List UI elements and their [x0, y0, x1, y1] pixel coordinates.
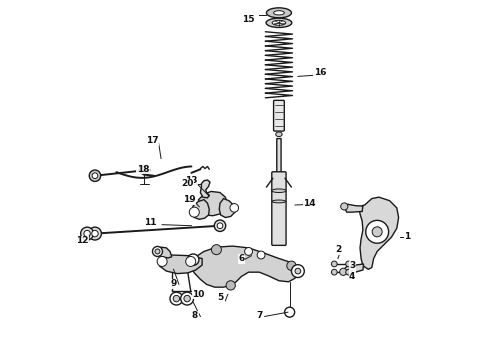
Circle shape — [366, 220, 389, 243]
Ellipse shape — [272, 20, 286, 25]
Circle shape — [173, 296, 180, 302]
Circle shape — [186, 256, 196, 266]
Polygon shape — [192, 200, 209, 219]
Circle shape — [217, 223, 223, 229]
Ellipse shape — [139, 166, 149, 174]
FancyBboxPatch shape — [277, 139, 281, 173]
Text: 7: 7 — [256, 311, 263, 320]
Polygon shape — [191, 246, 298, 287]
Polygon shape — [344, 204, 363, 212]
Text: 5: 5 — [217, 293, 223, 302]
Text: 18: 18 — [137, 165, 149, 174]
Circle shape — [257, 251, 265, 259]
Ellipse shape — [272, 200, 286, 203]
Circle shape — [331, 261, 337, 267]
Text: 8: 8 — [192, 311, 198, 320]
Circle shape — [245, 248, 252, 255]
Text: 2: 2 — [335, 245, 341, 254]
Circle shape — [92, 173, 98, 179]
Circle shape — [89, 227, 101, 240]
FancyBboxPatch shape — [273, 100, 284, 131]
Text: 15: 15 — [243, 15, 255, 24]
Circle shape — [346, 261, 351, 267]
Text: 4: 4 — [349, 272, 355, 281]
Circle shape — [292, 265, 304, 278]
Polygon shape — [343, 264, 364, 274]
Text: 17: 17 — [146, 136, 158, 145]
Polygon shape — [200, 180, 210, 198]
Circle shape — [341, 203, 348, 210]
Circle shape — [230, 203, 239, 212]
Circle shape — [155, 249, 160, 254]
Ellipse shape — [273, 11, 284, 15]
Circle shape — [372, 227, 382, 237]
Circle shape — [170, 292, 183, 305]
Circle shape — [184, 296, 190, 302]
Text: 6: 6 — [238, 254, 245, 263]
Text: 11: 11 — [144, 219, 157, 228]
Circle shape — [211, 245, 221, 255]
Circle shape — [346, 269, 351, 275]
Circle shape — [189, 207, 199, 217]
Circle shape — [285, 307, 294, 317]
Text: 1: 1 — [404, 232, 411, 241]
Text: 14: 14 — [303, 199, 316, 208]
Circle shape — [188, 254, 199, 265]
Circle shape — [157, 256, 167, 266]
Text: 12: 12 — [76, 236, 89, 245]
Ellipse shape — [142, 168, 147, 172]
Polygon shape — [220, 199, 235, 217]
Ellipse shape — [276, 132, 282, 136]
Circle shape — [287, 261, 296, 270]
Text: 10: 10 — [193, 290, 205, 299]
Ellipse shape — [267, 8, 292, 18]
Text: 20: 20 — [182, 179, 194, 188]
Circle shape — [340, 268, 347, 275]
Circle shape — [295, 268, 301, 274]
Circle shape — [226, 281, 235, 290]
Polygon shape — [198, 192, 227, 216]
Text: 13: 13 — [185, 176, 197, 185]
Text: 9: 9 — [171, 279, 177, 288]
Polygon shape — [359, 197, 398, 269]
Text: 3: 3 — [349, 261, 355, 270]
Polygon shape — [157, 247, 172, 258]
Circle shape — [214, 220, 226, 231]
Circle shape — [89, 170, 100, 181]
FancyBboxPatch shape — [272, 172, 286, 246]
Circle shape — [331, 269, 337, 275]
Circle shape — [181, 292, 194, 305]
Ellipse shape — [272, 189, 286, 193]
Text: 16: 16 — [314, 68, 326, 77]
Circle shape — [84, 230, 90, 237]
Circle shape — [152, 247, 163, 256]
Text: 19: 19 — [183, 195, 196, 204]
Ellipse shape — [266, 18, 292, 27]
Circle shape — [81, 227, 94, 240]
Circle shape — [92, 230, 98, 237]
Polygon shape — [159, 255, 202, 274]
